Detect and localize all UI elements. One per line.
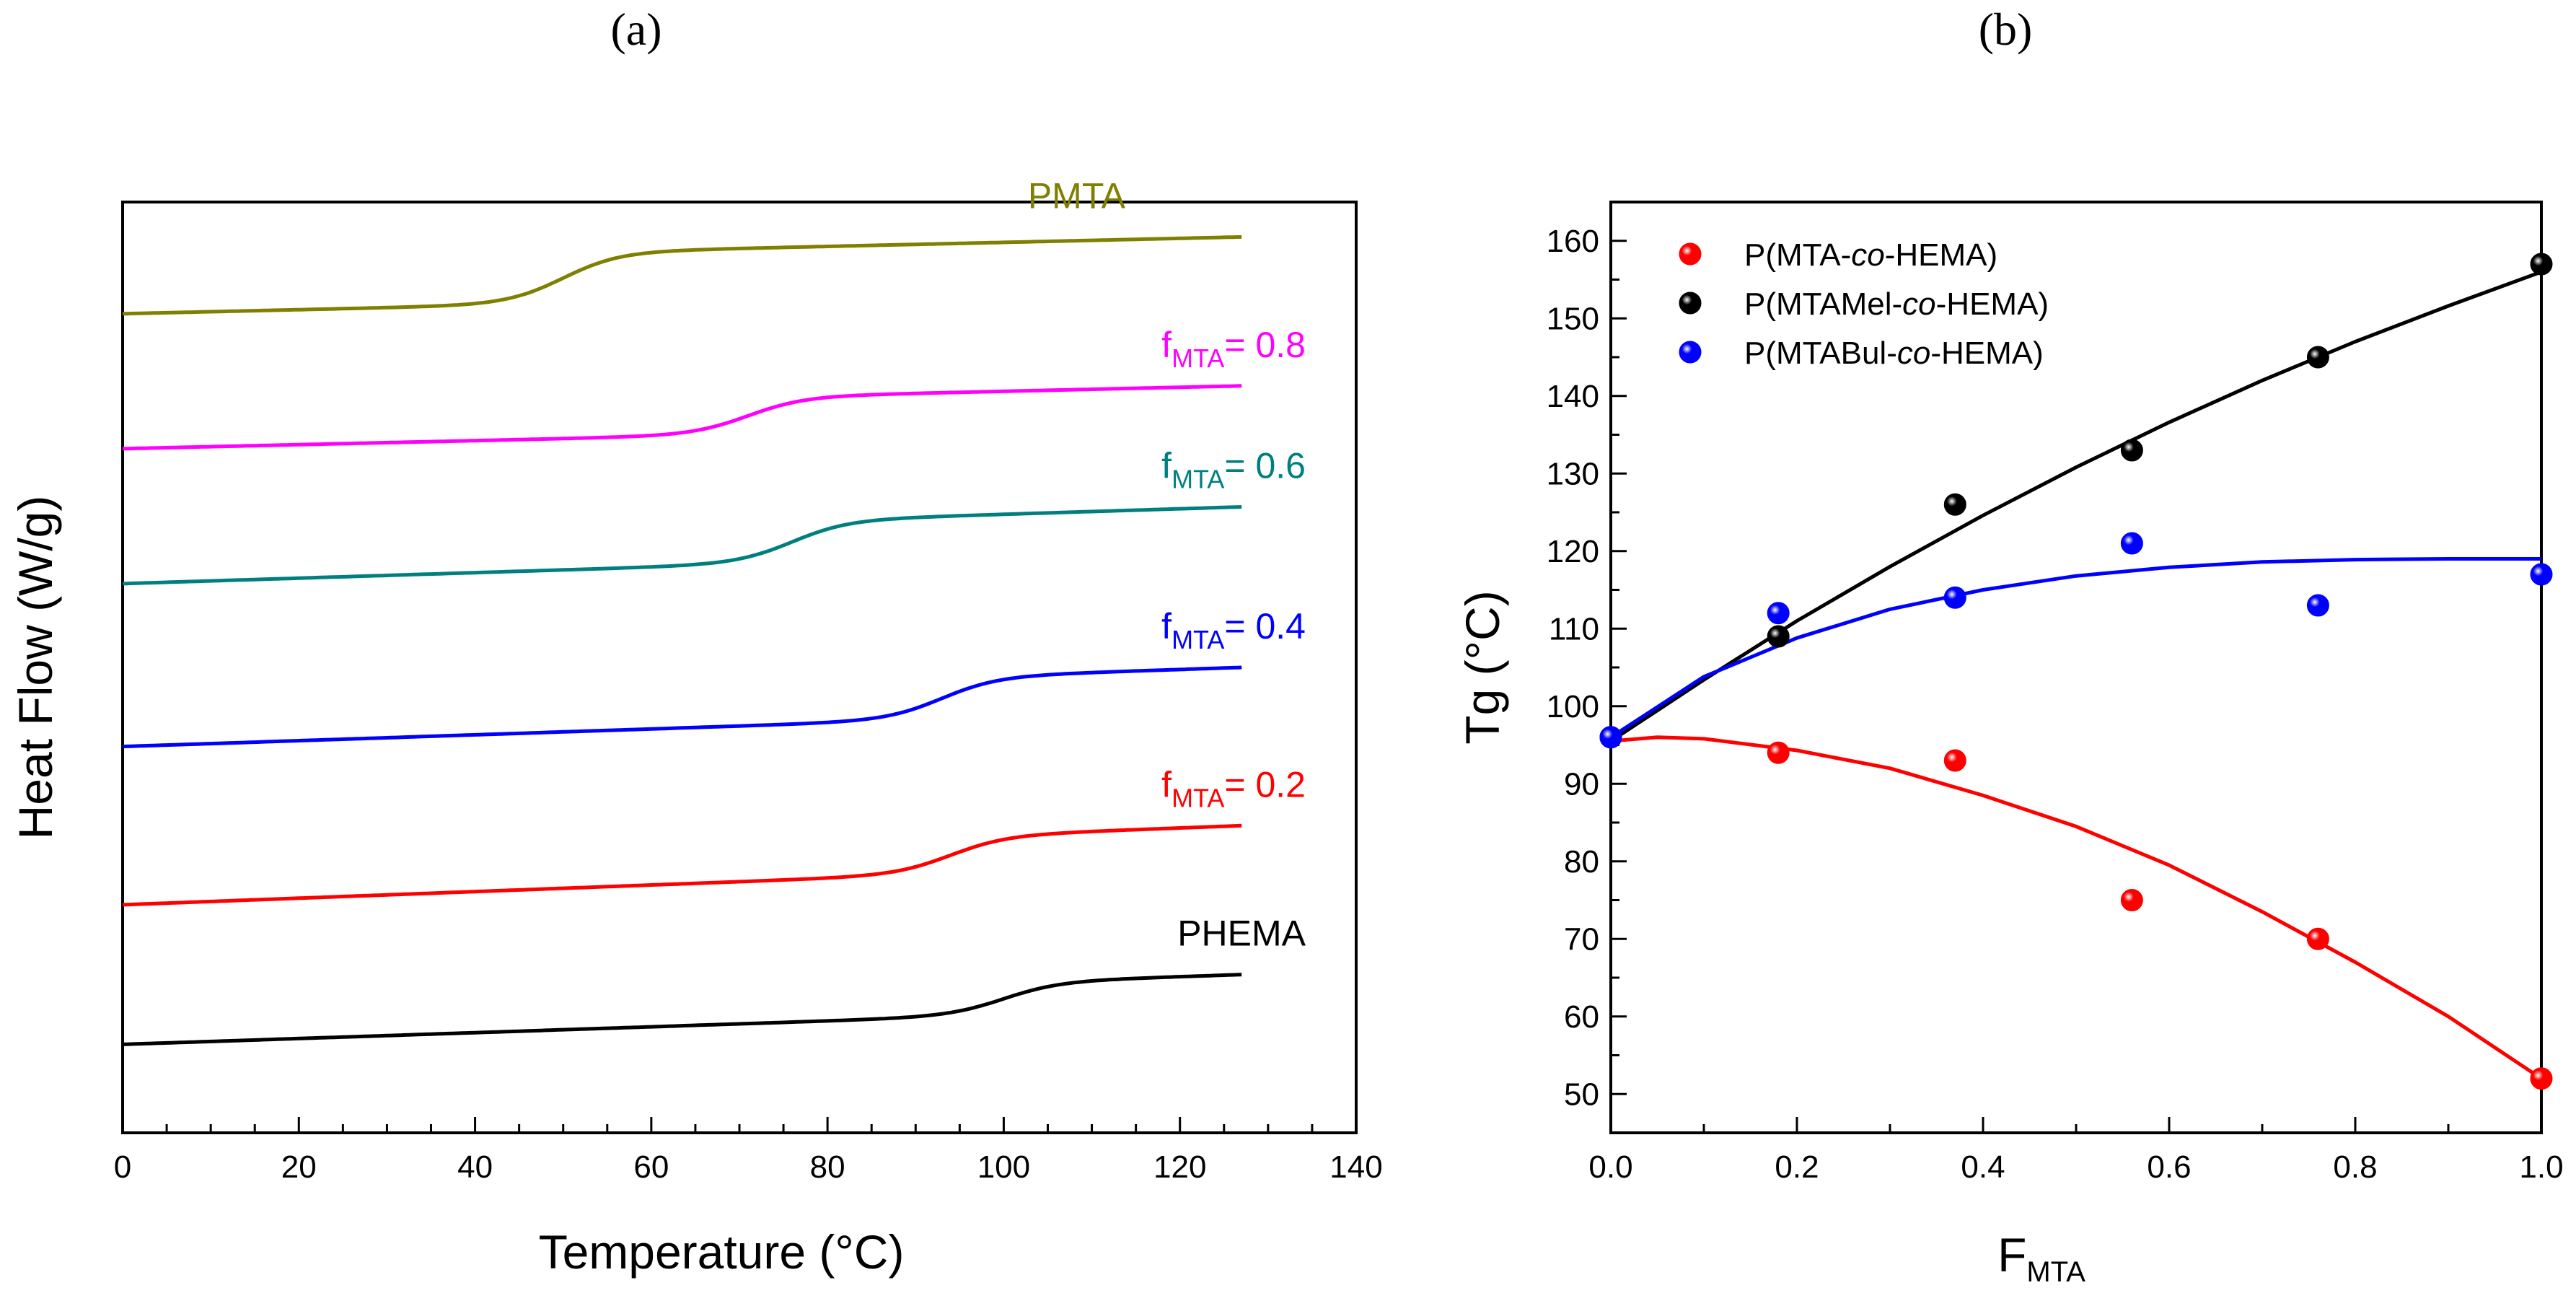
panel-b-legend: P(MTA-co-HEMA) P(MTAMel-co-HEMA) P(MTABul-…: [1679, 237, 2049, 371]
y-tick-label: 110: [1549, 611, 1599, 646]
x-tick-label: 0.6: [2147, 1149, 2191, 1185]
panel-a-y-axis-title: Heat Flow (W/g): [9, 496, 62, 840]
legend-marker: [1679, 341, 1702, 364]
x-tick-label: 0: [114, 1149, 131, 1185]
panel-a: (a) 0 20 40 60 80 100 120 140 PMTA fMTA= 0.8 fMTA…: [9, 4, 1383, 1279]
curve-label: PHEMA: [1177, 913, 1306, 954]
panel-b-label: (b): [1979, 4, 2033, 55]
data-point: [2306, 594, 2329, 617]
y-tick-label: 70: [1564, 921, 1599, 957]
data-point: [2530, 253, 2553, 276]
data-point: [1943, 586, 1966, 609]
panel-b-x-axis: 0.0 0.2 0.4 0.6 0.8 1.0: [1588, 1117, 2564, 1185]
x-tick-label: 0.4: [1961, 1149, 2005, 1185]
curve-label: fMTA= 0.8: [1161, 325, 1306, 373]
data-point: [2120, 889, 2143, 911]
y-tick-label: 150: [1547, 301, 1599, 336]
data-point: [2530, 563, 2553, 586]
data-point: [2120, 532, 2143, 555]
panel-b: (b) 0.0 0.2 0.4 0.6 0.8 1.0 50 60 70 80 90 100 110 1…: [1456, 4, 2564, 1288]
data-point: [2306, 927, 2329, 950]
curve-label: PMTA: [1028, 175, 1126, 216]
x-tick-label: 140: [1329, 1149, 1382, 1185]
x-tick-label: 0.2: [1775, 1149, 1819, 1185]
x-tick-label: 100: [977, 1149, 1030, 1185]
panel-b-data-points: [1599, 253, 2553, 1090]
curve-fmta-0-6: [122, 505, 1242, 586]
curve-label: fMTA= 0.4: [1161, 606, 1306, 654]
y-tick-label: 160: [1547, 224, 1599, 259]
x-tick-label: 20: [281, 1149, 317, 1185]
curve-label: fMTA= 0.2: [1161, 764, 1306, 812]
legend-marker: [1679, 292, 1702, 315]
data-point: [2530, 1067, 2553, 1090]
data-point: [1943, 749, 1966, 772]
y-tick-label: 140: [1547, 379, 1599, 414]
x-tick-label: 80: [810, 1149, 845, 1185]
fit-line: [1609, 557, 2541, 739]
legend-marker: [1679, 242, 1702, 266]
y-tick-label: 100: [1547, 689, 1599, 724]
y-tick-label: 90: [1564, 766, 1599, 802]
panel-a-curve-labels: PMTA fMTA= 0.8 fMTA= 0.6 fMTA= 0.4 fMTA= 0.2…: [1028, 175, 1306, 953]
panel-a-label: (a): [610, 4, 661, 55]
legend-label: P(MTA-co-HEMA): [1744, 237, 1997, 273]
panel-b-fit-lines: [1609, 270, 2543, 1080]
panel-a-x-axis-title: Temperature (°C): [539, 1225, 905, 1279]
fit-line: [1609, 270, 2542, 743]
curve-pmta: [122, 235, 1242, 316]
x-tick-label: 0.8: [2333, 1149, 2377, 1185]
legend-label: P(MTABul-co-HEMA): [1744, 336, 2044, 371]
panel-b-x-axis-title: FMTA: [1997, 1228, 2085, 1288]
curve-fmta-0-8: [122, 384, 1242, 451]
curve-label: fMTA= 0.6: [1161, 445, 1306, 494]
curve-fmta-0-2: [122, 823, 1242, 907]
curve-fmta-0-4: [122, 665, 1242, 749]
data-point: [1767, 625, 1790, 648]
x-tick-label: 60: [633, 1149, 669, 1185]
legend-label: P(MTAMel-co-HEMA): [1744, 286, 2049, 322]
y-tick-label: 130: [1547, 456, 1599, 491]
x-tick-label: 0.0: [1588, 1149, 1632, 1185]
fit-line: [1610, 735, 2543, 1080]
panel-b-y-axis-title: Tg (°C): [1456, 590, 1509, 744]
y-tick-label: 120: [1547, 534, 1599, 569]
data-point: [2306, 346, 2329, 369]
data-point: [2120, 439, 2143, 462]
data-point: [1767, 741, 1790, 764]
y-tick-label: 80: [1564, 844, 1599, 880]
x-tick-label: 120: [1153, 1149, 1206, 1185]
data-point: [1767, 602, 1790, 625]
x-tick-label: 1.0: [2519, 1149, 2563, 1185]
curve-phema: [122, 973, 1242, 1046]
y-tick-label: 60: [1564, 999, 1599, 1035]
data-point: [1943, 493, 1966, 516]
panel-a-x-axis: 0 20 40 60 80 100 120 140: [114, 1117, 1383, 1185]
x-tick-label: 40: [457, 1149, 493, 1185]
data-point: [1599, 726, 1622, 749]
y-tick-label: 50: [1564, 1077, 1599, 1112]
panel-b-y-axis: 50 60 70 80 90 100 110 120 130 140 150 160: [1547, 201, 1627, 1134]
panel-a-curves: [122, 235, 1242, 1046]
